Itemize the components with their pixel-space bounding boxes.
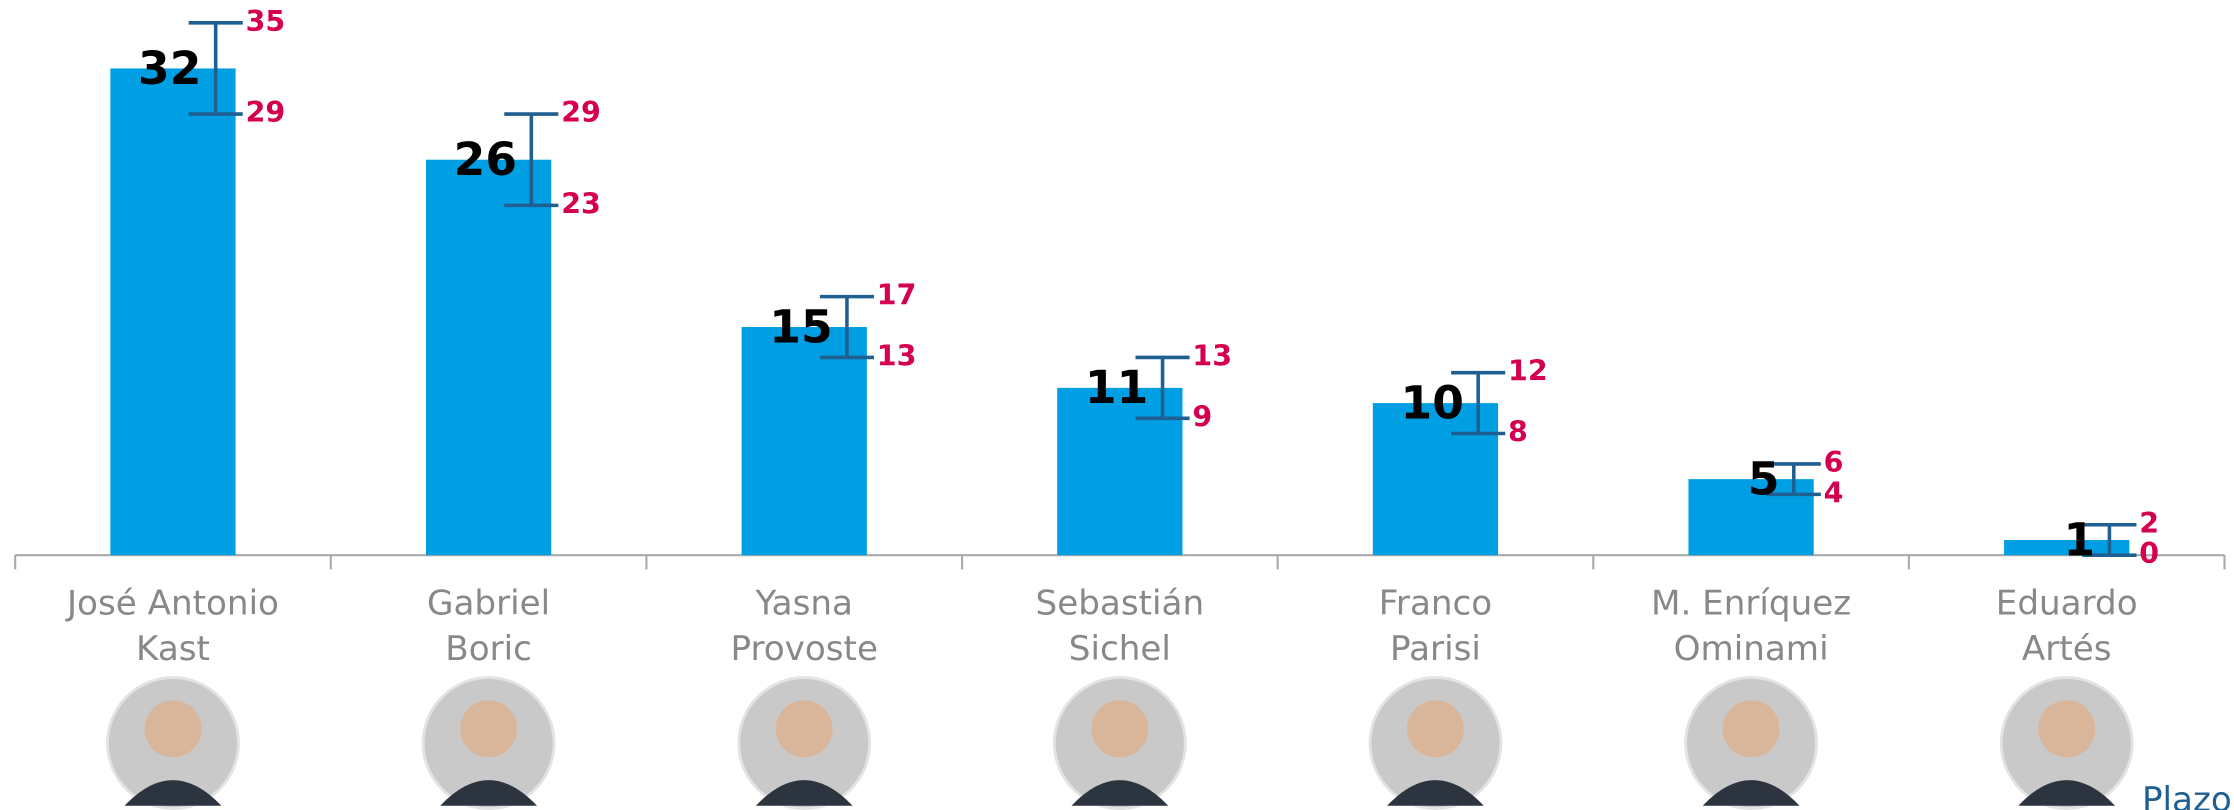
upper-label: 2: [2139, 507, 2159, 540]
x-tick-label: José Antonio: [65, 584, 279, 624]
x-tick-label: Artés: [2022, 629, 2112, 669]
value-label: 26: [454, 133, 517, 186]
lower-label: 29: [246, 96, 286, 129]
photo-face: [144, 700, 202, 758]
bar: [110, 68, 236, 556]
photo-shoulders: [755, 780, 853, 806]
photo-face: [2038, 700, 2096, 758]
upper-label: 17: [877, 279, 917, 312]
x-tick-label: Kast: [136, 629, 210, 669]
x-tick-label: Gabriel: [427, 584, 550, 624]
bar: [2004, 539, 2130, 556]
photo-shoulders: [1071, 780, 1169, 806]
photo-face: [1091, 700, 1149, 758]
photo-face: [1722, 700, 1780, 758]
upper-label: 35: [246, 5, 286, 38]
upper-label: 29: [561, 96, 601, 129]
upper-label: 6: [1824, 446, 1844, 479]
photo-shoulders: [1387, 780, 1484, 806]
value-label: 15: [769, 300, 832, 353]
lower-label: 8: [1508, 416, 1528, 449]
value-label: 10: [1401, 376, 1464, 429]
photo-shoulders: [124, 780, 222, 806]
x-tick-label: Sebastián: [1036, 584, 1205, 624]
lower-label: 0: [2139, 537, 2159, 570]
photo-shoulders: [2018, 780, 2116, 806]
x-tick-label: Provoste: [730, 629, 878, 669]
x-tick-label: Eduardo: [1996, 584, 2138, 624]
value-label: 32: [138, 42, 201, 95]
photo-face: [1406, 700, 1464, 758]
x-tick-label: M. Enríquez: [1651, 584, 1851, 624]
lower-label: 23: [561, 187, 601, 220]
bar: [425, 159, 552, 556]
upper-label: 13: [1192, 339, 1232, 372]
footer-text: Plazo: [2142, 780, 2232, 810]
x-tick-label: Boric: [445, 629, 532, 669]
x-tick-label: Yasna: [754, 584, 852, 624]
x-tick-label: Sichel: [1069, 629, 1171, 669]
value-label: 1: [2063, 513, 2095, 566]
lower-label: 13: [877, 339, 917, 372]
lower-label: 4: [1824, 476, 1844, 509]
x-tick-label: Parisi: [1390, 629, 1481, 669]
value-label: 5: [1748, 452, 1780, 505]
photo-face: [460, 700, 518, 758]
bar: [741, 327, 867, 556]
photo-face: [775, 700, 833, 758]
photo-shoulders: [1702, 780, 1800, 806]
value-label: 11: [1085, 361, 1148, 414]
x-tick-label: Ominami: [1674, 629, 1829, 669]
lower-label: 9: [1192, 400, 1212, 433]
upper-label: 12: [1508, 355, 1548, 388]
x-tick-label: Franco: [1379, 584, 1492, 624]
photo-shoulders: [440, 780, 538, 806]
